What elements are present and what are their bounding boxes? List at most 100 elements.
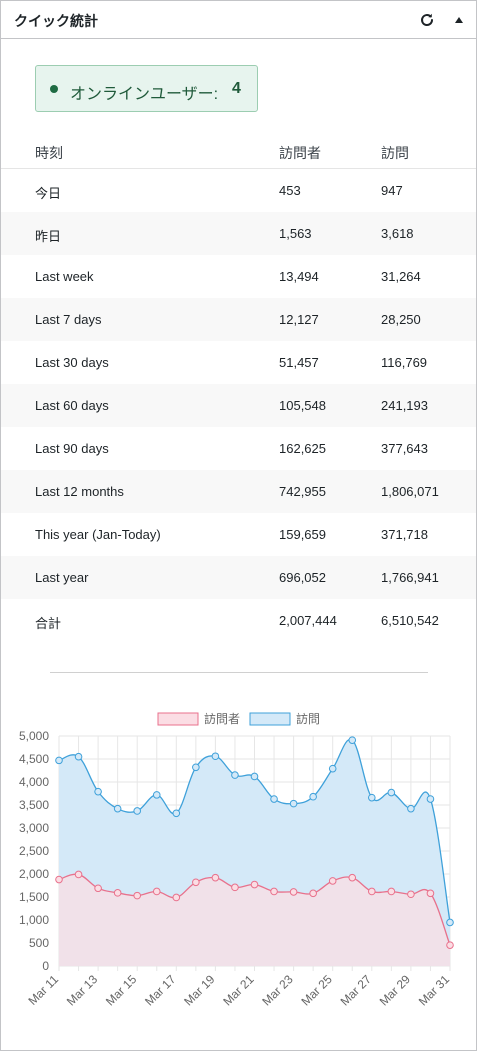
row-visitors: 696,052 [279,570,326,585]
table-row: 合計 2,007,444 6,510,542 [1,599,476,642]
row-visitors: 51,457 [279,355,319,370]
data-point [172,809,181,818]
legend-label: 訪問 [296,711,320,726]
row-period: This year (Jan-Today) [35,527,161,542]
row-period: Last 30 days [35,355,109,370]
y-tick-label: 2,000 [19,867,49,881]
row-visitors: 162,625 [279,441,326,456]
data-point [152,887,161,896]
row-visits: 947 [381,183,403,198]
x-tick-label: Mar 21 [220,972,257,1009]
y-tick-label: 0 [42,959,49,973]
y-tick-label: 1,000 [19,913,49,927]
data-point [328,764,337,773]
y-tick-label: 3,500 [19,798,49,812]
row-visits: 28,250 [381,312,421,327]
table-row: This year (Jan-Today) 159,659 371,718 [1,513,476,556]
data-point [133,807,141,815]
x-tick-label: Mar 27 [338,972,375,1009]
x-tick-label: Mar 17 [142,972,179,1009]
row-visits: 6,510,542 [381,613,439,628]
x-tick-label: Mar 25 [299,972,336,1009]
table-row: Last 90 days 162,625 377,643 [1,427,476,470]
legend-swatch [157,712,199,726]
data-point [270,795,278,803]
row-visits: 371,718 [381,527,428,542]
x-tick-label: Mar 11 [25,972,61,1008]
online-users-label: オンラインユーザー: [70,86,219,103]
row-visitors: 453 [279,183,301,198]
table-row: Last 30 days 51,457 116,769 [1,341,476,384]
row-period: 今日 [35,186,62,201]
data-point [348,873,357,882]
data-point [250,880,259,889]
y-tick-label: 5,000 [19,729,49,743]
visits-chart: 訪問者 訪問 0 500 1,000 1,500 2,000 2,500 3,000 3,500 4… [19,711,454,1009]
series-area [59,874,450,966]
y-tick-label: 4,500 [19,752,49,766]
data-point [270,887,278,896]
data-point [152,791,161,799]
header-visits: 訪問 [381,145,409,161]
online-status-dot-icon [50,85,58,93]
row-visitors: 12,127 [279,312,319,327]
widget-header: クイック統計 [1,1,476,39]
data-point [407,804,415,813]
row-visitors: 13,494 [279,269,319,284]
data-point [172,893,181,902]
data-point [368,887,376,896]
data-point [426,889,435,898]
row-visits: 377,643 [381,441,428,456]
row-visitors: 159,659 [279,527,326,542]
row-visitors: 742,955 [279,484,326,499]
triangle-up-icon[interactable] [451,12,467,28]
data-point [387,788,396,797]
data-point [211,752,220,761]
data-point [446,918,454,927]
data-point [94,787,102,796]
data-point [192,763,200,772]
stats-table: 時刻 訪問者 訪問 今日 453 947 昨日 1,563 3,618 Last week 1… [1,131,476,642]
data-point [55,875,63,884]
x-tick-label: Mar 23 [259,972,296,1009]
data-point [387,887,396,896]
row-period: Last week [35,269,94,284]
widget-title: クイック統計 [14,13,98,29]
data-point [74,870,83,879]
x-tick-label: Mar 19 [181,972,218,1009]
data-point [309,889,317,898]
data-point [407,890,415,899]
table-row: 今日 453 947 [1,169,476,212]
y-tick-label: 1,500 [19,890,49,904]
row-visits: 31,264 [381,269,421,284]
row-visits: 116,769 [381,355,428,370]
y-tick-label: 2,500 [19,844,49,858]
table-row: Last 12 months 742,955 1,806,071 [1,470,476,513]
row-period: Last year [35,570,89,585]
row-visitors: 1,563 [279,226,312,241]
row-visitors: 105,548 [279,398,326,413]
row-period: 合計 [35,616,62,631]
table-row: Last 60 days 105,548 241,193 [1,384,476,427]
row-visits: 1,806,071 [381,484,439,499]
data-point [231,771,239,779]
refresh-icon[interactable] [419,12,435,28]
data-point [250,772,259,781]
table-row: 昨日 1,563 3,618 [1,212,476,255]
divider [50,672,428,673]
row-period: Last 90 days [35,441,109,456]
data-point [289,888,298,896]
data-point [426,795,435,803]
data-point [368,793,376,802]
y-tick-label: 4,000 [19,775,49,789]
row-visits: 241,193 [381,398,428,413]
legend-label: 訪問者 [204,711,240,726]
table-row: Last year 696,052 1,766,941 [1,556,476,599]
y-tick-label: 500 [29,936,49,950]
row-visits: 1,766,941 [381,570,439,585]
legend-swatch [249,712,291,726]
data-point [192,878,200,887]
data-point [211,873,220,882]
data-point [289,799,298,808]
online-users-count: 4 [232,80,241,97]
